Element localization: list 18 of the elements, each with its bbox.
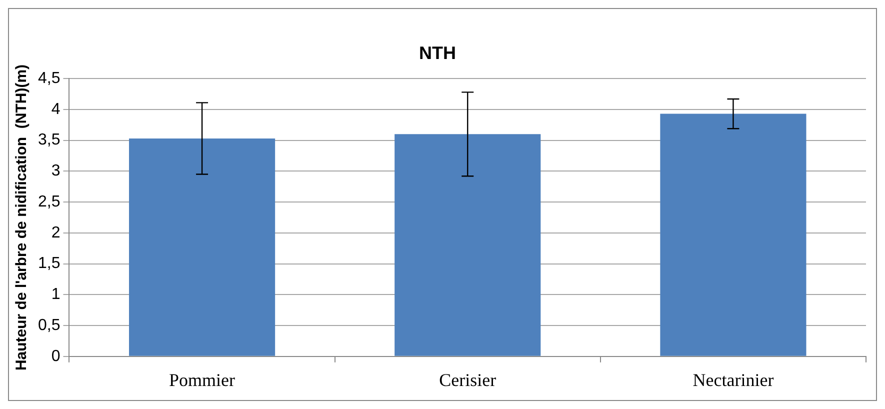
x-tick-label: Nectarinier: [692, 370, 774, 390]
y-axis-title: Hauteur de l'arbre de nidification (NTH)(m): [13, 64, 30, 371]
y-tick-label: 4,5: [38, 70, 60, 88]
y-tick-label: 2: [51, 224, 60, 242]
y-tick-label: 0: [51, 348, 60, 365]
y-tick-label: 3,5: [38, 132, 60, 149]
y-tick-label: 4: [51, 100, 60, 118]
bar: [660, 114, 806, 356]
bar: [129, 138, 276, 356]
y-tick-label: 1: [51, 286, 60, 304]
y-tick-label: 0,5: [38, 316, 60, 334]
chart-title: NTH: [419, 42, 456, 63]
y-tick-label: 1,5: [38, 255, 60, 272]
y-tick-label: 3: [51, 162, 60, 180]
x-tick-label: Cerisier: [439, 370, 496, 390]
bar: [394, 134, 541, 356]
x-tick-label: Pommier: [169, 370, 236, 390]
y-tick-label: 2,5: [38, 193, 60, 210]
